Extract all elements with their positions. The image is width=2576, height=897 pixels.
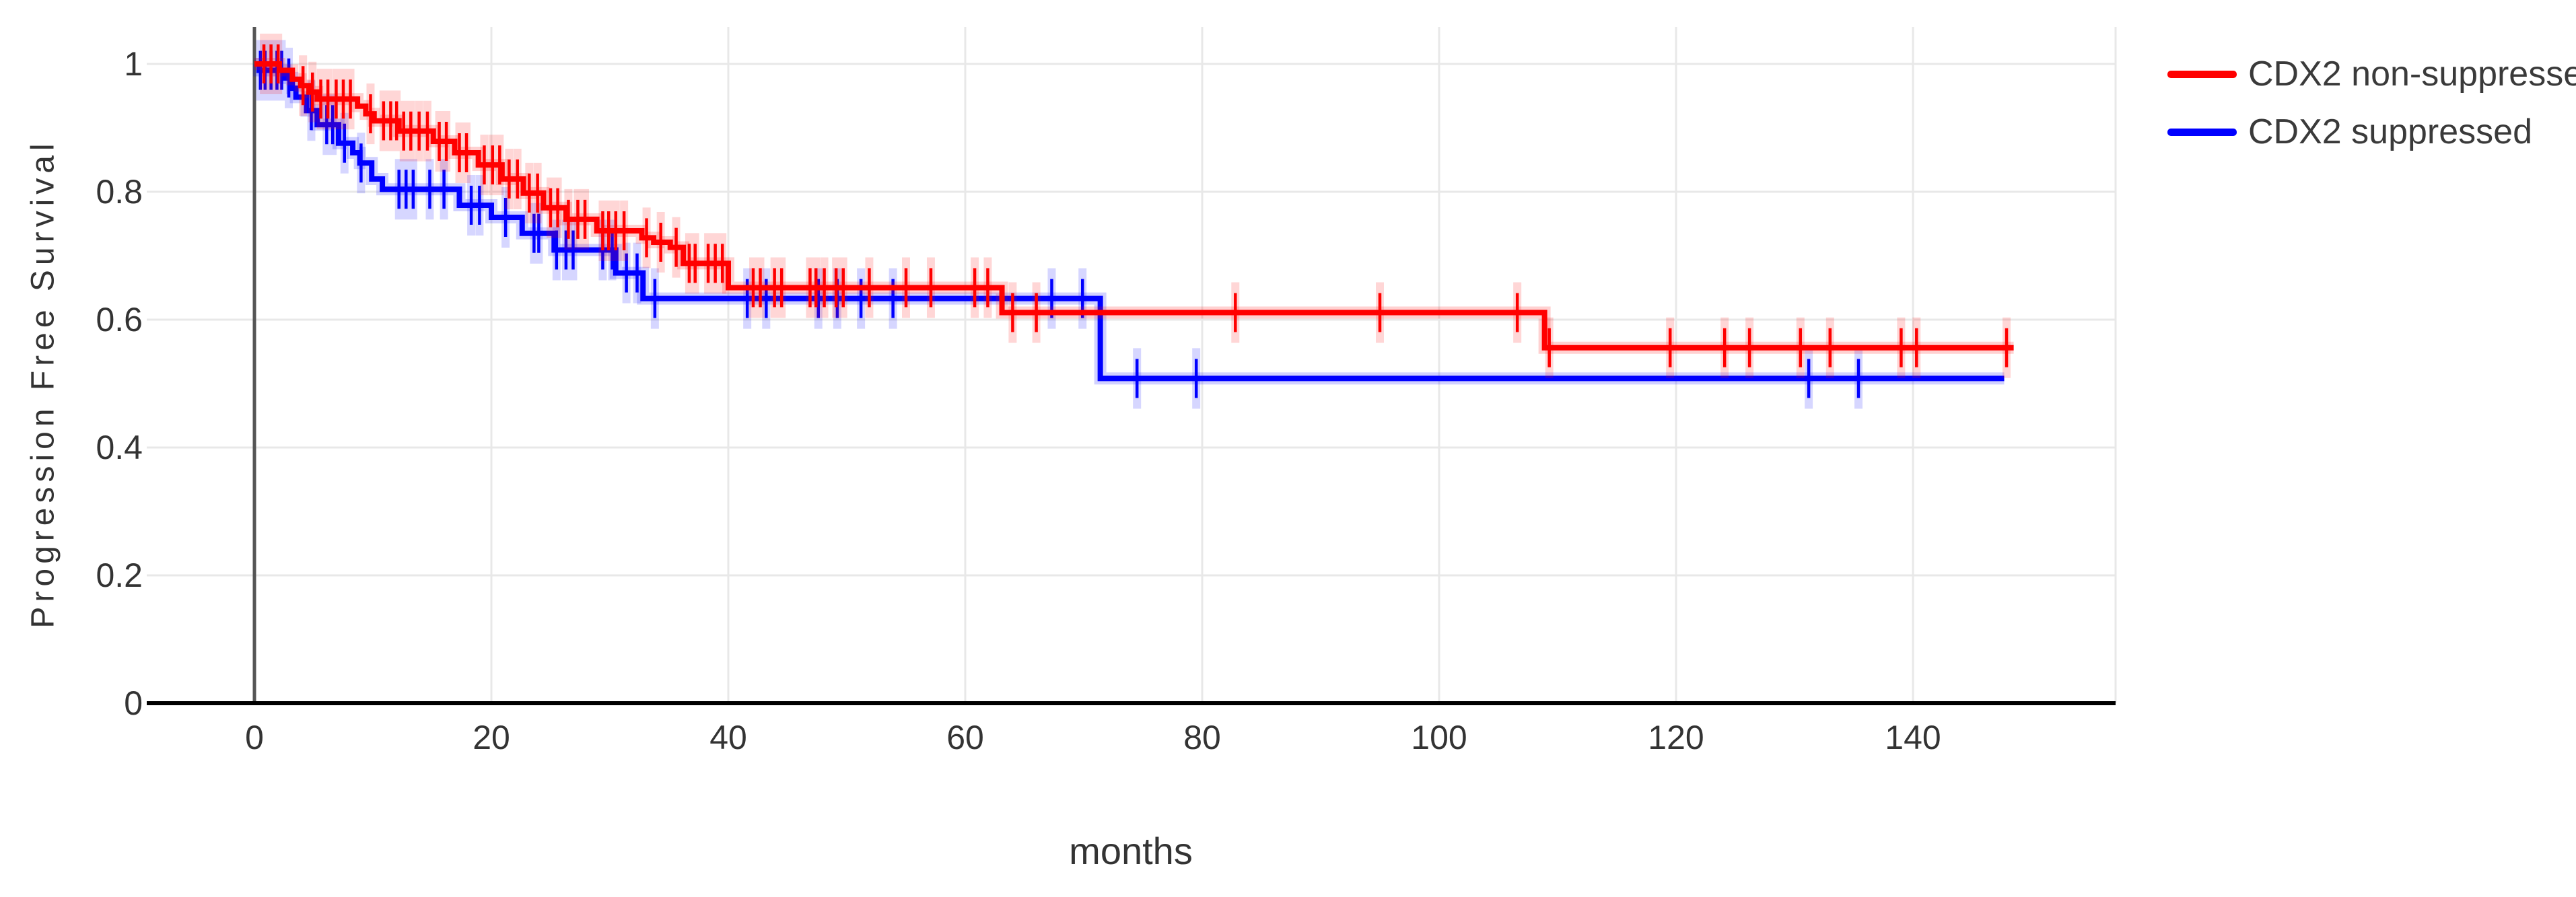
y-tick-label: 0.6: [96, 301, 143, 338]
x-tick-label: 40: [709, 719, 747, 756]
legend-line-icon: [2167, 70, 2237, 78]
legend-label: CDX2 suppressed: [2248, 112, 2532, 151]
survival-curve-halo: [253, 58, 2005, 385]
legend-line-icon: [2167, 128, 2237, 136]
survival-curve: [254, 61, 2005, 382]
censor-marks: [262, 44, 2009, 367]
y-axis-title: Progression Free Survival: [25, 139, 61, 629]
x-tick-label: 60: [946, 719, 984, 756]
y-tick-label: 0.8: [96, 173, 143, 211]
legend: CDX2 non-suppressed CDX2 suppressed: [2167, 57, 2576, 149]
gridlines: [147, 27, 2117, 703]
y-tick-label: 0.2: [96, 557, 143, 594]
y-tick-label: 0: [124, 684, 143, 722]
legend-label: CDX2 non-suppressed: [2248, 55, 2576, 94]
x-axis-title: months: [1069, 830, 1193, 872]
x-tick-label: 80: [1183, 719, 1221, 756]
y-tick-label: 0.4: [96, 429, 143, 466]
survival-curve: [254, 61, 2014, 351]
x-tick-label: 140: [1885, 719, 1941, 756]
tick-labels: 0 0.2 0.4 0.6 0.8 1 0 20 40 60 80 100 120 140: [96, 45, 1941, 756]
legend-item-suppressed[interactable]: CDX2 suppressed: [2167, 114, 2576, 149]
x-tick-label: 0: [245, 719, 264, 756]
legend-item-non-suppressed[interactable]: CDX2 non-suppressed: [2167, 57, 2576, 92]
censor-marks-halo: [260, 34, 2011, 378]
y-tick-label: 1: [124, 45, 143, 83]
series-cdx2-non-suppressed: [254, 34, 2014, 378]
x-tick-label: 120: [1648, 719, 1704, 756]
x-tick-label: 100: [1411, 719, 1467, 756]
x-tick-label: 20: [473, 719, 510, 756]
